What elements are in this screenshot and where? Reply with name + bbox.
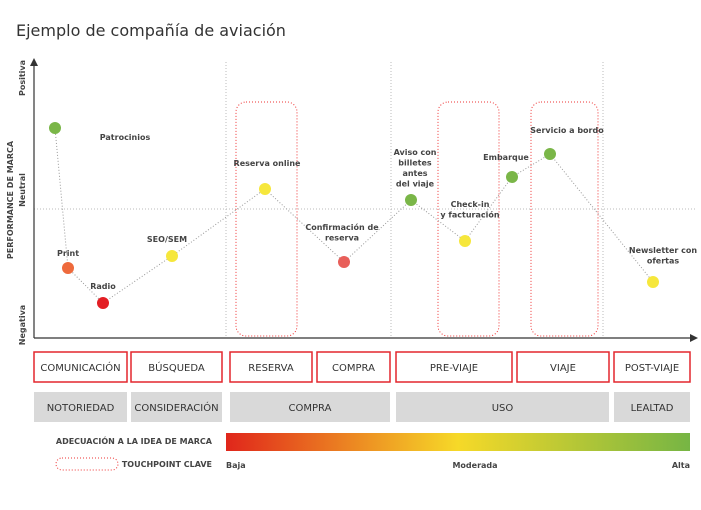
- touchpoint-label: Reserva online: [234, 159, 301, 168]
- stage-box: [395, 351, 513, 383]
- touchpoint-label: Radio: [90, 282, 116, 291]
- stage-box: [316, 351, 391, 383]
- axis-middle: Neutral: [18, 173, 27, 207]
- touchpoint-label: ofertas: [647, 257, 680, 266]
- stage-label: COMUNICACIÓN: [40, 361, 120, 374]
- legend-label: ADECUACIÓN A LA IDEA DE MARCA: [56, 435, 213, 446]
- phase-label: LEALTAD: [631, 403, 674, 414]
- legend-low: Baja: [226, 461, 246, 470]
- title: Ejemplo de compañía de aviación: [16, 21, 286, 40]
- key-label: TOUCHPOINT CLAVE: [122, 460, 212, 469]
- touchpoint: [97, 297, 109, 309]
- legend-mid: Moderada: [452, 461, 497, 470]
- touchpoints: Patrocinios Print Radio SEO/SEM Reserva onli…: [49, 122, 697, 309]
- phase-label: CONSIDERACIÓN: [134, 401, 218, 414]
- phase-box: [396, 392, 609, 422]
- phase-label: USO: [492, 403, 514, 414]
- touchpoint-label: Check-in: [451, 200, 490, 209]
- key-frames: [235, 101, 599, 337]
- touchpoint-label: Aviso con: [394, 148, 437, 157]
- touchpoint: [166, 250, 178, 262]
- stage-label: VIAJE: [550, 363, 576, 374]
- touchpoint: [544, 148, 556, 160]
- touchpoint-label: billetes: [398, 159, 432, 168]
- stage-label: RESERVA: [248, 363, 294, 374]
- axis-label: PERFORMANCE DE MARCA: [6, 140, 15, 259]
- touchpoint: [259, 183, 271, 195]
- key-sample: [55, 457, 119, 471]
- gradient: [226, 433, 690, 451]
- stage-label: COMPRA: [332, 363, 375, 374]
- axis-bottom: Negativa: [18, 305, 27, 345]
- touchpoint: [459, 235, 471, 247]
- stage-label: POST-VIAJE: [625, 363, 679, 374]
- phase-box: [614, 392, 690, 422]
- stage-box: [130, 351, 223, 383]
- stage-label: BÚSQUEDA: [148, 361, 205, 374]
- touchpoint: [338, 256, 350, 268]
- touchpoint-label: Newsletter con: [629, 246, 697, 255]
- touchpoint-label: Print: [57, 249, 79, 258]
- stage-box: [33, 351, 128, 383]
- touchpoint-label: reserva: [325, 234, 359, 243]
- rows: COMUNICACIÓN BÚSQUEDA RESERVA COMPRA PRE-VIA…: [33, 351, 691, 422]
- stage-box: [516, 351, 610, 383]
- touchpoint: [49, 122, 61, 134]
- axes: [33, 64, 693, 339]
- touchpoint: [62, 262, 74, 274]
- stage-label: PRE-VIAJE: [430, 363, 478, 374]
- touchpoint-label: Confirmación de: [305, 222, 379, 232]
- touchpoint-label: Embarque: [483, 153, 529, 162]
- touchpoint-label: antes: [402, 169, 427, 178]
- phase-box: [131, 392, 222, 422]
- touchpoint-label: Patrocinios: [100, 133, 151, 142]
- phase-box: [34, 392, 127, 422]
- touchpoint-label: y facturación: [440, 210, 499, 220]
- touchpoint-label: SEO/SEM: [147, 235, 187, 244]
- stage-box: [613, 351, 691, 383]
- separators: [34, 62, 695, 338]
- axis-top: Positiva: [18, 60, 27, 96]
- touchpoint-label: del viaje: [396, 180, 435, 189]
- stage-box: [229, 351, 313, 383]
- connector: [54, 127, 654, 304]
- legend-high: Alta: [672, 461, 690, 470]
- phase-box: [230, 392, 390, 422]
- touchpoint: [647, 276, 659, 288]
- phase-label: NOTORIEDAD: [47, 403, 115, 414]
- touchpoint: [506, 171, 518, 183]
- touchpoint: [405, 194, 417, 206]
- touchpoint-label: Servicio a bordo: [530, 126, 604, 135]
- phase-label: COMPRA: [289, 403, 332, 414]
